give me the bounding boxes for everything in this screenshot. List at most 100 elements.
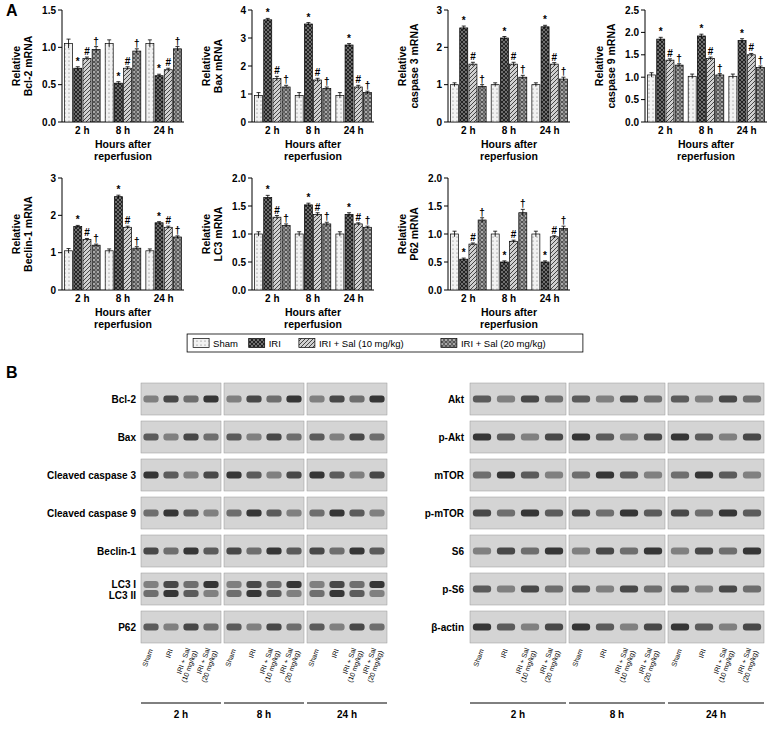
- blot-band: [329, 548, 344, 555]
- lane-label-line: Sham: [141, 648, 154, 668]
- blot-label: Bcl-2: [112, 394, 137, 405]
- blot-band: [203, 396, 218, 403]
- significance-mark: †: [93, 233, 99, 244]
- y-axis-label: P62 mRNA: [408, 207, 420, 261]
- significance-mark: *: [740, 28, 744, 39]
- bar: [83, 59, 91, 122]
- lane-label-line: (20 mg/kg): [543, 649, 562, 683]
- significance-mark: †: [365, 215, 371, 226]
- error-bar: [266, 18, 270, 21]
- error-bar: [175, 236, 179, 238]
- blot-band: [226, 590, 241, 597]
- blot-band: [349, 510, 364, 517]
- lane-label: IRI: [164, 648, 174, 659]
- blot-panel: [307, 383, 387, 415]
- blot-band: [143, 590, 158, 597]
- error-bar: [76, 67, 80, 70]
- blot-band: [521, 548, 539, 555]
- time-underline: [224, 703, 304, 704]
- y-tick-label: 2: [240, 61, 246, 72]
- figure: A0.00.51.01.5RelativeBcl-2 mRNA*#†2 h*#†…: [0, 0, 776, 737]
- blot-band: [671, 472, 689, 479]
- blot-band: [473, 510, 491, 517]
- significance-mark: *: [502, 250, 506, 261]
- error-bar: [749, 53, 753, 56]
- blot-band: [246, 624, 261, 631]
- bar: [323, 224, 331, 290]
- blot-band: [497, 510, 515, 517]
- blot-band: [203, 434, 218, 441]
- bar: [155, 76, 163, 122]
- blot-band: [620, 396, 638, 403]
- blot-band: [246, 590, 261, 597]
- blot-band: [143, 581, 158, 588]
- significance-mark: †: [479, 74, 485, 85]
- time-label: 2 h: [174, 709, 188, 720]
- bar: [295, 95, 303, 122]
- blot-band: [521, 586, 539, 593]
- y-axis-label: Relative: [200, 214, 212, 254]
- error-bar: [284, 224, 288, 227]
- blot-band: [309, 624, 324, 631]
- error-bar: [471, 243, 475, 245]
- x-tick-label: 2 h: [75, 125, 89, 136]
- error-bar: [157, 222, 161, 224]
- error-bar: [116, 82, 120, 85]
- blot-band: [286, 434, 301, 441]
- x-tick-label: 8 h: [306, 293, 320, 304]
- y-tick-label: 1.0: [42, 42, 56, 53]
- lane-label: IRI + Sal(10 mg/kg): [256, 647, 282, 684]
- error-bar: [709, 57, 713, 60]
- significance-mark: *: [659, 26, 663, 37]
- blot-band: [497, 624, 515, 631]
- bars: [451, 209, 568, 290]
- blot-panel: [470, 573, 566, 605]
- bar: [354, 87, 362, 122]
- error-bar: [135, 49, 139, 53]
- error-bar: [148, 40, 152, 47]
- error-bar: [85, 238, 89, 240]
- legend-label: Sham: [213, 338, 238, 349]
- significance-mark: †: [365, 80, 371, 91]
- significance-mark: #: [315, 67, 321, 78]
- bar: [451, 85, 459, 122]
- lane-label-line: Sham: [307, 648, 320, 668]
- error-bar: [76, 225, 80, 227]
- blot-band: [266, 396, 281, 403]
- y-tick: [444, 234, 448, 235]
- error-bar: [338, 93, 342, 99]
- bar: [124, 227, 132, 290]
- blot-band: [163, 510, 178, 517]
- blot-band: [163, 590, 178, 597]
- bar: [323, 88, 331, 122]
- x-axis-label: reperfusion: [677, 150, 735, 162]
- y-tick-label: 0.5: [42, 79, 56, 90]
- error-bar: [718, 74, 722, 77]
- error-bar: [175, 47, 179, 51]
- blot-band: [329, 472, 344, 479]
- blot-band: [203, 581, 218, 588]
- blot-band: [266, 472, 281, 479]
- lane-label: Sham: [472, 648, 485, 668]
- blot-band: [620, 510, 638, 517]
- bar: [747, 55, 755, 122]
- blot-band: [695, 396, 713, 403]
- y-tick: [444, 206, 448, 207]
- blot-band: [329, 581, 344, 588]
- significance-mark: #: [511, 51, 517, 62]
- blot-band: [369, 434, 384, 441]
- y-axis-label: Relative: [10, 214, 22, 254]
- significance-mark: #: [470, 232, 476, 243]
- blot-band: [369, 581, 384, 588]
- y-tick-label: 3: [50, 173, 56, 184]
- error-bar: [534, 83, 538, 87]
- significance-mark: †: [134, 38, 140, 49]
- blot-band: [226, 434, 241, 441]
- blot-label: Bax: [118, 432, 137, 443]
- error-bar: [148, 249, 152, 253]
- bar: [657, 39, 665, 122]
- lane-label: IRI + Sal(10 mg/kg): [173, 647, 199, 684]
- chart: 0.00.51.01.52.0RelativeLC3 mRNA*#†2 h*#†…: [200, 173, 374, 331]
- error-bar: [284, 85, 288, 88]
- bar: [491, 85, 499, 122]
